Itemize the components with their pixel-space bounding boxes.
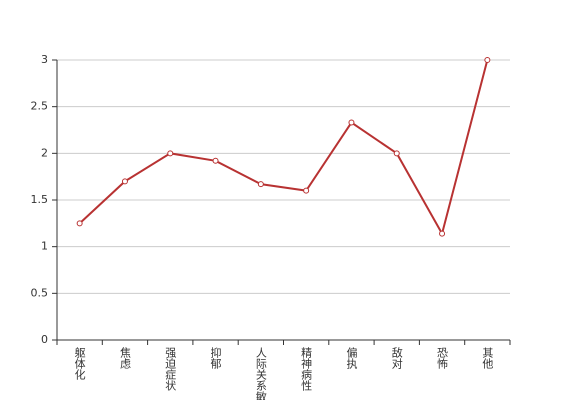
point [121, 178, 128, 185]
x-tick-label: 其他 [481, 347, 494, 369]
line [78, 59, 489, 237]
x-tick-label: 偏执 [345, 346, 358, 370]
y-tick-label: 0 [41, 333, 48, 346]
point [167, 150, 174, 157]
point [393, 150, 400, 157]
point [212, 157, 219, 164]
x-tick-label: 恐怖 [436, 347, 449, 369]
point [484, 57, 491, 63]
point [257, 181, 264, 188]
x-tick-label: 躯体化 [73, 347, 86, 381]
y-tick-label: 1 [41, 240, 48, 253]
x-tick-label: 焦虑 [118, 347, 131, 369]
point [348, 119, 355, 126]
x-tick-label: 抑郁 [209, 346, 222, 369]
y-tick-label: 2 [41, 146, 48, 159]
point [439, 230, 446, 237]
y-tick-label: 0.5 [31, 286, 49, 299]
point [76, 220, 83, 227]
x-tick-label: 精神病性 [300, 347, 313, 392]
x-tick-label: 强迫症状 [164, 347, 177, 391]
x-tick-label: 人际关系敏感 [254, 347, 267, 400]
point [303, 187, 310, 194]
y-tick-label: 1.5 [31, 193, 49, 206]
y-tick-label: 2.5 [31, 100, 49, 113]
y-tick-label: 3 [41, 53, 48, 66]
x-tick-label: 敌对 [390, 346, 403, 369]
